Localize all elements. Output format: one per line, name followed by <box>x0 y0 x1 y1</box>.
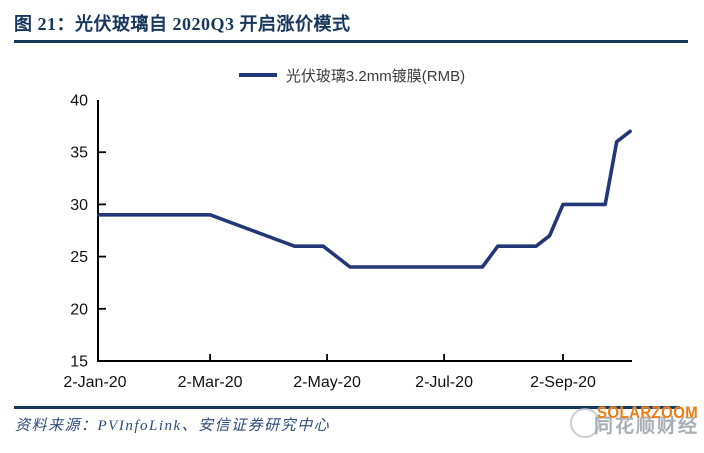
source-divider <box>14 406 680 409</box>
watermark-cn-text: 同花顺财经 <box>594 416 700 437</box>
chart-legend: 光伏玻璃3.2mm镀膜(RMB) <box>0 63 704 87</box>
legend-line-swatch <box>238 73 277 77</box>
source-note: 资料来源：PVInfoLink、安信证券研究中心 <box>15 418 331 434</box>
watermark-solarzoom-text: SOLARZOOM <box>597 403 699 422</box>
y-tick-label: 30 <box>70 197 88 214</box>
x-tick-label: 2-Jan-20 <box>63 374 126 391</box>
y-tick-label: 20 <box>70 301 88 318</box>
legend-label: 光伏玻璃3.2mm镀膜(RMB) <box>285 67 466 85</box>
y-tick-label: 40 <box>70 93 88 110</box>
price-line <box>97 129 632 269</box>
title-divider <box>14 40 688 43</box>
axes <box>97 100 632 362</box>
x-tick-label: 2-Mar-20 <box>178 374 243 391</box>
figure-title: 图 21：光伏玻璃自 2020Q3 开启涨价模式 <box>14 14 351 34</box>
x-tick-label: 2-May-20 <box>293 374 361 391</box>
y-tick-label: 35 <box>70 145 88 162</box>
watermark-face-logo-icon <box>570 408 600 438</box>
y-tick-label: 15 <box>70 354 88 371</box>
x-tick-label: 2-Jul-20 <box>415 374 473 391</box>
y-tick-label: 25 <box>70 249 88 266</box>
x-tick-label: 2-Sep-20 <box>530 374 596 391</box>
